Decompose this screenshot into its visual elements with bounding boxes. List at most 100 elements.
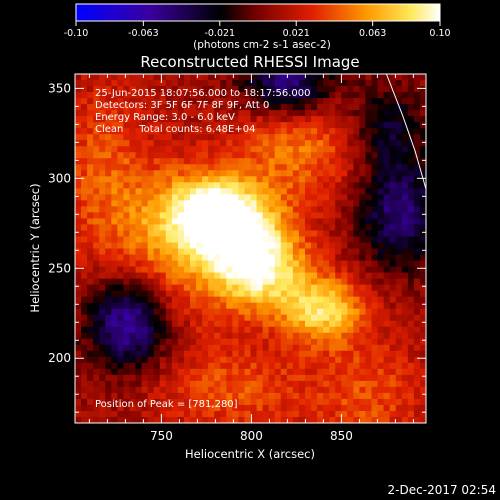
heatmap-cell [220,212,227,220]
heatmap-cell [395,326,403,334]
heatmap-cell [238,230,246,238]
heatmap-cell [395,314,403,322]
heatmap-cell [153,356,161,364]
heatmap-cell [413,170,421,177]
heatmap-cell [413,386,421,394]
heatmap-cell [413,260,421,268]
heatmap-cell [75,302,82,310]
heatmap-cell [395,302,403,310]
heatmap-cell [75,386,82,394]
heatmap-cell [335,392,342,400]
heatmap-cell [377,392,385,400]
heatmap-cell [395,386,403,394]
heatmap-cell [135,170,143,177]
heatmap-cell [419,338,426,346]
heatmap-cell [226,176,233,183]
heatmap-cell [401,290,409,298]
heatmap-cell [353,194,361,201]
heatmap-cell [189,164,197,171]
heatmap-cell [341,398,348,406]
heatmap-cell [105,386,112,394]
heatmap-cell [93,368,100,376]
heatmap-cell [171,248,179,256]
heatmap-cell [365,380,373,388]
heatmap-cell [87,392,94,400]
heatmap-cell [389,260,397,268]
heatmap-cell [304,398,312,406]
heatmap-cell [183,236,191,244]
colorbar-tick-label: -0.063 [128,28,159,39]
heatmap-cell [317,206,324,213]
heatmap-cell [147,242,155,250]
heatmap-cell [419,92,426,99]
heatmap-cell [238,344,246,352]
heatmap-cell [81,332,88,340]
heatmap-cell [196,356,203,364]
heatmap-cell [99,188,106,195]
heatmap-cell [238,92,246,99]
heatmap-cell [353,398,361,406]
heatmap-cell [377,284,385,292]
heatmap-cell [81,314,88,322]
heatmap-cell [401,242,409,250]
heatmap-cell [359,134,367,141]
heatmap-cell [298,104,306,111]
heatmap-cell [304,122,312,129]
heatmap-cell [87,146,94,153]
heatmap-cell [359,194,367,201]
heatmap-cell [335,218,342,226]
heatmap-cell [323,152,330,159]
heatmap-cell [413,224,421,232]
heatmap-cell [347,302,354,310]
heatmap-cell [311,368,318,376]
heatmap-cell [75,104,82,111]
heatmap-cell [280,404,288,412]
heatmap-cell [292,122,300,129]
heatmap-cell [111,206,118,213]
heatmap-cell [286,272,294,280]
heatmap-cell [347,86,354,93]
heatmap-cell [280,320,288,328]
heatmap-cell [347,242,354,250]
heatmap-cell [93,80,100,87]
heatmap-cell [317,188,324,195]
heatmap-cell [232,332,239,340]
heatmap-cell [129,368,137,376]
heatmap-cell [141,158,149,165]
heatmap-cell [389,116,397,123]
heatmap-cell [99,338,106,346]
heatmap-cell [262,104,270,111]
heatmap-cell [413,266,421,274]
heatmap-cell [280,74,288,81]
heatmap-cell [99,380,106,388]
heatmap-cell [347,320,354,328]
heatmap-cell [87,212,94,220]
heatmap-cell [75,314,82,322]
heatmap-cell [335,206,342,213]
heatmap-cell [268,272,276,280]
heatmap-cell [93,386,100,394]
heatmap-cell [329,314,336,322]
heatmap-cell [202,242,209,250]
heatmap-cell [238,308,246,316]
heatmap-cell [298,176,306,183]
heatmap-cell [141,392,149,400]
heatmap-cell [419,374,426,382]
heatmap-cell [359,236,367,244]
heatmap-cell [220,326,227,334]
heatmap-cell [147,260,155,268]
heatmap-cell [256,206,264,213]
heatmap-cell [177,302,185,310]
heatmap-cell [81,386,88,394]
heatmap-cell [141,260,149,268]
heatmap-cell [87,386,94,394]
heatmap-cell [232,278,239,286]
heatmap-cell [407,86,415,93]
heatmap-cell [75,158,82,165]
heatmap-cell [341,308,348,316]
heatmap-cell [371,254,379,262]
heatmap-cell [214,218,221,226]
heatmap-cell [208,332,215,340]
heatmap-cell [365,296,373,304]
heatmap-cell [304,242,312,250]
